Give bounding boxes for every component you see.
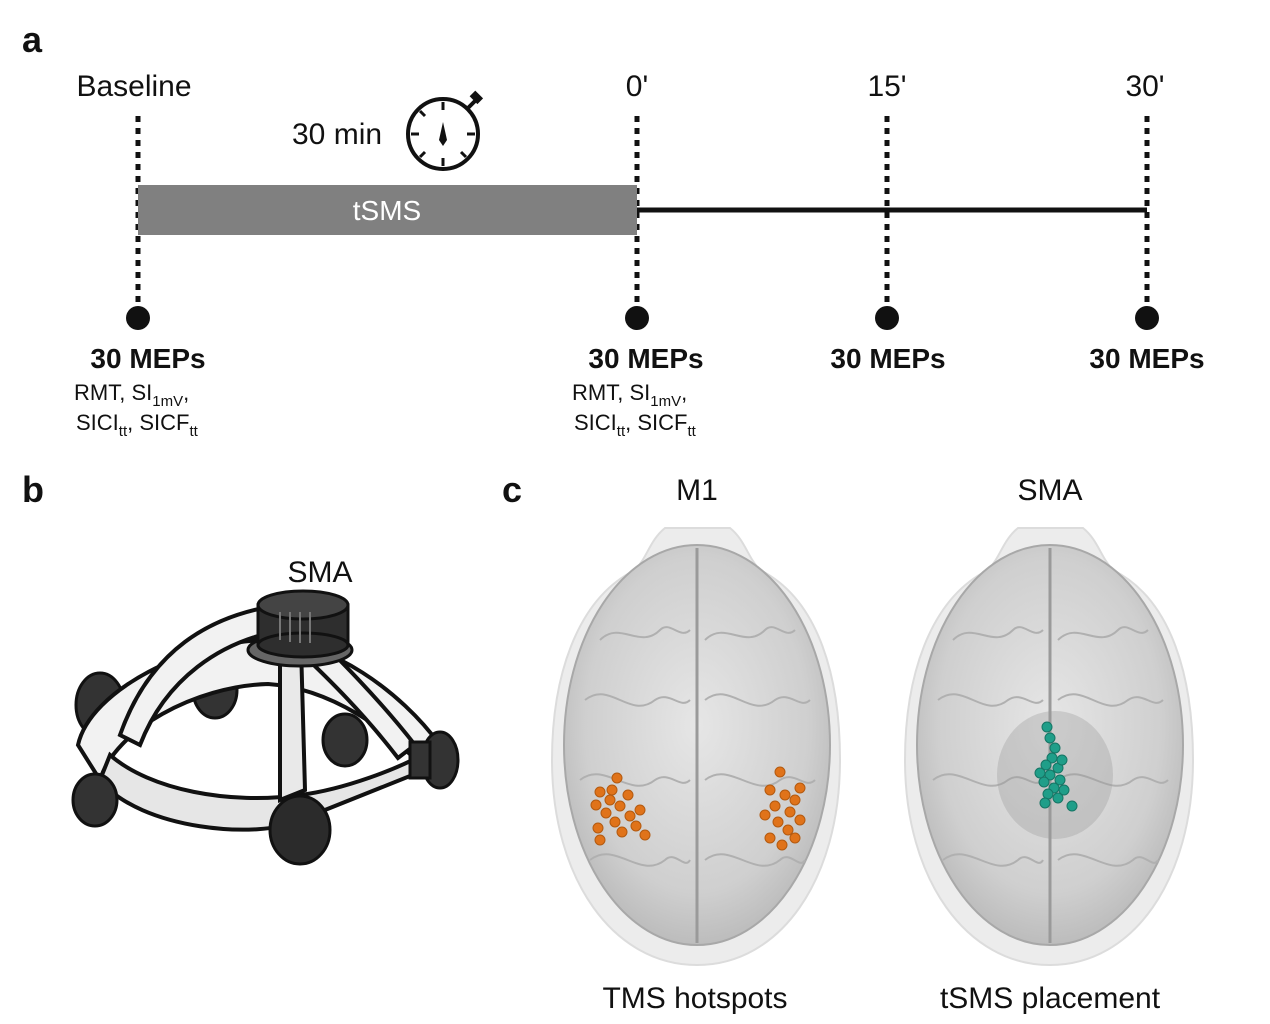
m1-hotspot-dots [590, 766, 806, 851]
sma-placement-dots [1034, 721, 1078, 812]
brain-sma [903, 527, 1195, 967]
panel-c: c M1 [502, 469, 1195, 1015]
measures-line2-0: SICItt, SICFtt [574, 410, 697, 440]
measures-line1-baseline: RMT, SI1mV, [74, 380, 189, 410]
measures-line2-baseline: SICItt, SICFtt [76, 410, 199, 440]
mep-dot-15 [875, 306, 899, 330]
timepoint-label-15: 15' [867, 70, 906, 103]
region-label-m1: M1 [676, 474, 718, 507]
timepoint-markers [135, 116, 1150, 306]
stopwatch-icon [406, 90, 484, 171]
mep-title-15: 30 MEPs [830, 343, 945, 374]
panel-letter-b: b [22, 469, 44, 510]
caption-tms-hotspots: TMS hotspots [602, 982, 787, 1015]
mep-dot-30 [1135, 306, 1159, 330]
timepoint-label-baseline: Baseline [76, 70, 191, 103]
timepoint-label-0: 0' [626, 70, 648, 103]
caption-tsms-placement: tSMS placement [940, 982, 1161, 1015]
mep-title-baseline: 30 MEPs [90, 343, 205, 374]
tsms-bar [138, 185, 637, 235]
mep-dot-baseline [126, 306, 150, 330]
mep-dots [126, 306, 1159, 330]
timepoint-label-30: 30' [1125, 70, 1164, 103]
mep-title-0: 30 MEPs [588, 343, 703, 374]
panel-letter-a: a [22, 19, 43, 60]
panel-letter-c: c [502, 469, 522, 510]
mep-title-30: 30 MEPs [1089, 343, 1204, 374]
panel-a: a Baseline 0' 15' 30' tSMS 30 min [22, 19, 1205, 440]
tsms-bar-label: tSMS [353, 195, 421, 226]
helmet-label-sma: SMA [287, 556, 352, 589]
helmet-illustration [71, 589, 460, 866]
region-label-sma: SMA [1017, 474, 1082, 507]
panel-b: b SMA [22, 469, 460, 866]
measures-line1-0: RMT, SI1mV, [572, 380, 687, 410]
duration-label: 30 min [292, 118, 382, 151]
mep-dot-0 [625, 306, 649, 330]
brain-m1 [550, 527, 842, 967]
